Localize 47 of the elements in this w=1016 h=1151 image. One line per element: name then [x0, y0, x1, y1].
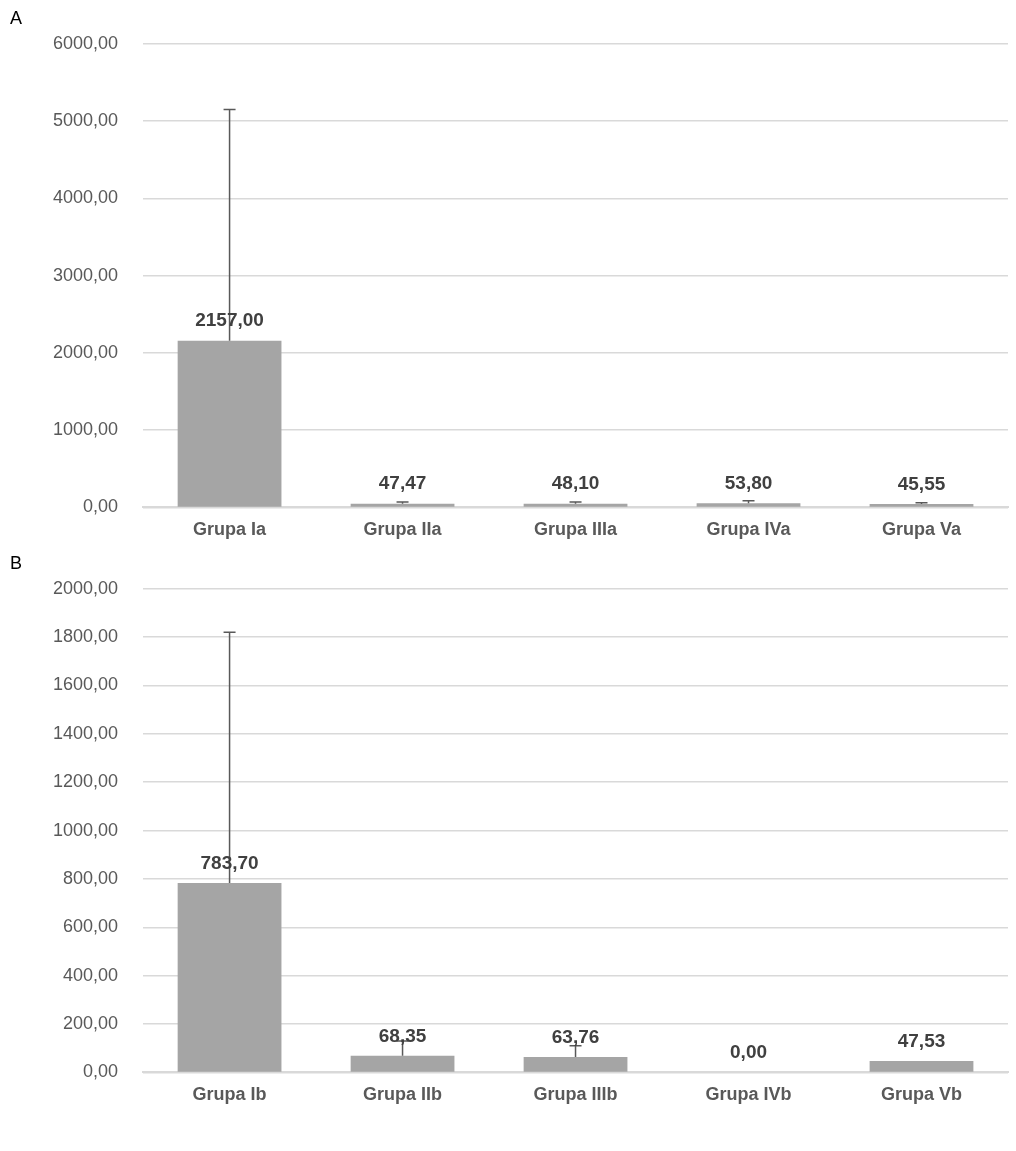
- data-label: 53,80: [724, 471, 773, 493]
- x-tick-label: Grupa IVb: [705, 1084, 792, 1105]
- data-label: 0,00: [730, 1041, 768, 1063]
- y-tick-label: 2000,00: [52, 577, 119, 598]
- y-tick-label: 4000,00: [52, 187, 119, 208]
- data-label: 47,53: [897, 1029, 946, 1051]
- y-tick-label: 1000,00: [52, 819, 119, 840]
- y-tick-label: 600,00: [63, 916, 119, 937]
- x-tick-label: Grupa IIb: [363, 1084, 443, 1105]
- y-tick-label: 0,00: [83, 1061, 119, 1082]
- x-tick-label: Grupa Ia: [193, 519, 268, 540]
- y-tick-label: 1200,00: [52, 771, 119, 792]
- bar: [350, 1055, 455, 1072]
- chart-title: A: [10, 8, 23, 29]
- bar: [350, 503, 455, 507]
- y-tick-label: 5000,00: [52, 110, 119, 131]
- bar: [869, 503, 974, 507]
- bar: [523, 503, 628, 507]
- y-tick-label: 1800,00: [52, 626, 119, 647]
- data-label: 48,10: [551, 472, 600, 494]
- y-tick-label: 0,00: [83, 496, 119, 517]
- bar: [696, 503, 801, 507]
- y-tick-label: 3000,00: [52, 264, 119, 285]
- data-label: 68,35: [378, 1024, 427, 1046]
- bar: [177, 340, 282, 507]
- y-tick-label: 400,00: [63, 964, 119, 985]
- y-tick-label: 800,00: [63, 867, 119, 888]
- y-tick-label: 200,00: [63, 1013, 119, 1034]
- x-tick-label: Grupa IIa: [363, 519, 443, 540]
- bar: [177, 882, 282, 1072]
- x-tick-label: Grupa IIIb: [533, 1084, 618, 1105]
- y-tick-label: 2000,00: [52, 341, 119, 362]
- data-label: 45,55: [897, 472, 946, 494]
- bar: [523, 1056, 628, 1072]
- data-label: 63,76: [551, 1025, 600, 1047]
- chart-title: B: [10, 553, 23, 574]
- bar: [869, 1060, 974, 1072]
- y-tick-label: 1000,00: [52, 419, 119, 440]
- y-tick-label: 1600,00: [52, 674, 119, 695]
- x-tick-label: Grupa Vb: [881, 1084, 963, 1105]
- x-tick-label: Grupa IIIa: [534, 519, 619, 540]
- data-label: 47,47: [378, 472, 427, 494]
- x-tick-label: Grupa IVa: [706, 519, 792, 540]
- x-tick-label: Grupa Va: [881, 519, 963, 540]
- x-tick-label: Grupa Ib: [192, 1084, 267, 1105]
- y-tick-label: 6000,00: [52, 32, 119, 53]
- y-tick-label: 1400,00: [52, 722, 119, 743]
